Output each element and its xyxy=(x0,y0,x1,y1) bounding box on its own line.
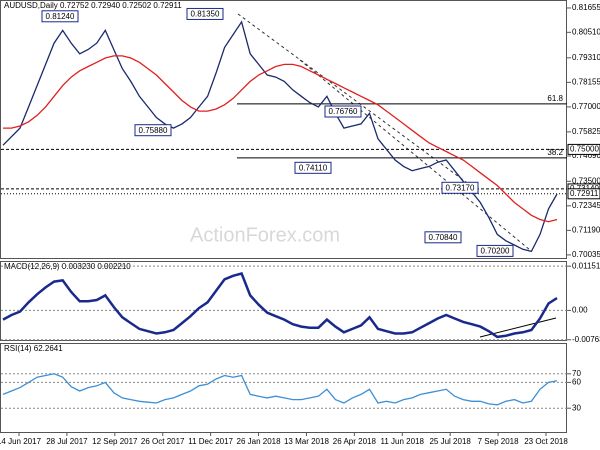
annotation-box xyxy=(441,181,479,194)
x-tick-label: 26 Oct 2017 xyxy=(141,437,185,446)
x-tick-label: 12 Sep 2017 xyxy=(92,437,138,446)
annotation-label: 0.81240 xyxy=(46,12,75,21)
y-tick-label: 0.00 xyxy=(572,306,588,315)
y-tick-label: 0.80510 xyxy=(572,27,600,36)
trend-line xyxy=(237,13,471,186)
y-tick-label: 0.70035 xyxy=(572,250,600,259)
y-tick-label: 70 xyxy=(572,369,581,378)
annotation-box xyxy=(186,7,224,20)
x-tick-label: 11 Jun 2018 xyxy=(381,437,425,446)
x-tick-label: 13 Mar 2018 xyxy=(284,437,329,446)
series-line xyxy=(3,55,558,223)
y-tick-label: 0.79310 xyxy=(572,53,600,62)
macd-title: MACD(12,26,9) 0.003230 0.002210 xyxy=(4,262,131,271)
x-tick-label: 23 Oct 2018 xyxy=(524,437,568,446)
rsi-title: RSI(14) 62.2641 xyxy=(4,344,63,353)
annotation-box xyxy=(476,244,514,257)
y-tick-label: 0.74690 xyxy=(572,151,600,160)
level-label: 0.72911 xyxy=(570,189,599,198)
trend-line xyxy=(299,59,531,251)
level-label: 0.75000 xyxy=(570,145,599,154)
annotation-box xyxy=(41,10,79,23)
price-panel xyxy=(0,0,567,259)
y-tick-label: 0.73500 xyxy=(572,176,600,185)
x-tick-label: 14 Jun 2017 xyxy=(0,437,42,446)
x-tick-label: 26 Jan 2018 xyxy=(237,437,282,446)
x-tick-label: 11 Dec 2017 xyxy=(188,437,233,446)
y-tick-label: 60 xyxy=(572,378,581,387)
y-tick-label: 0.011517 xyxy=(572,261,600,270)
y-tick-label: 0.75825 xyxy=(572,127,600,136)
y-tick-label: 0.81655 xyxy=(572,3,600,12)
annotation-label: 0.70200 xyxy=(481,247,510,256)
rsi-panel xyxy=(0,343,567,433)
macd-panel xyxy=(0,261,567,341)
annotation-label: 0.73170 xyxy=(446,183,475,192)
chart-title: AUDUSD,Daily xyxy=(4,1,58,10)
level-box xyxy=(567,188,600,200)
y-tick-label: -0.007634 xyxy=(572,335,600,344)
x-tick-label: 25 Jul 2018 xyxy=(429,437,471,446)
annotation-label: 0.76760 xyxy=(329,107,358,116)
annotation-box xyxy=(324,105,362,118)
series-line xyxy=(2,272,558,339)
y-tick-label: 0.77000 xyxy=(572,102,600,111)
y-tick-label: 30 xyxy=(572,403,581,412)
x-tick-label: 26 Apr 2018 xyxy=(333,437,377,446)
annotation-label: 0.70840 xyxy=(429,233,458,242)
ohlc: 0.72752 0.72940 0.72502 0.72911 xyxy=(60,1,182,10)
x-tick-label: 7 Sep 2018 xyxy=(478,437,519,446)
y-tick-label: 0.78155 xyxy=(572,77,600,86)
level-box xyxy=(567,143,600,155)
annotation-label: 0.74110 xyxy=(299,163,328,172)
annotation-label: 0.75880 xyxy=(139,126,168,135)
x-tick-label: 28 Jul 2017 xyxy=(46,437,88,446)
annotation-box xyxy=(134,124,172,137)
watermark: ActionForex.com xyxy=(190,224,340,246)
fib-label: 61.8 xyxy=(547,94,563,103)
y-tick-label: 0.71190 xyxy=(572,225,600,234)
fib-label: 38.2 xyxy=(547,148,563,157)
annotation-box xyxy=(424,231,462,244)
series-line xyxy=(2,373,558,406)
annotation-label: 0.81350 xyxy=(191,10,220,19)
y-tick-label: 0.72345 xyxy=(572,201,600,210)
annotation-box xyxy=(294,161,332,174)
